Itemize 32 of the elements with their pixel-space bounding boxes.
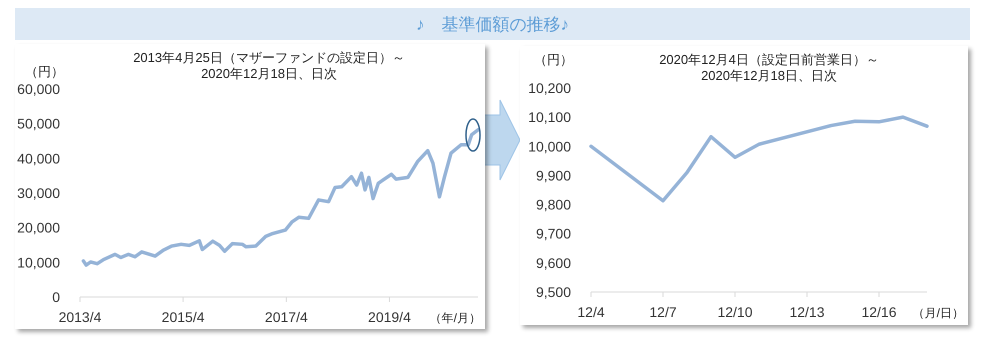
y-tick-label: 10,100 bbox=[528, 109, 572, 126]
y-tick-label: 10,200 bbox=[528, 80, 572, 96]
text: ♪ 基準価額の推移♪ bbox=[416, 15, 569, 34]
y-tick-label: 10,000 bbox=[528, 138, 572, 154]
x-tick-label: 2013/4 bbox=[58, 309, 102, 325]
y-tick-label: 30,000 bbox=[17, 185, 60, 201]
line-series bbox=[589, 115, 929, 203]
y-tick-label: 10,000 bbox=[17, 254, 60, 270]
y-tick-label: 9,500 bbox=[536, 284, 572, 300]
chart-title: 2013年4月25日（マザーファンドの設定日）～ 2020年12月18日、日次 bbox=[133, 50, 405, 81]
y-tick-label: 9,700 bbox=[536, 226, 572, 242]
y-tick-label: 9,600 bbox=[536, 254, 572, 271]
y-tick-label: 20,000 bbox=[17, 220, 60, 236]
x-tick-label: 12/13 bbox=[789, 304, 825, 320]
chart-title: 2020年12月4日（設定日前営業日）～ 2020年12月18日、日次 bbox=[659, 52, 879, 83]
y-tick-label: 0 bbox=[52, 289, 60, 305]
x-tick-label: 12/4 bbox=[577, 304, 605, 320]
y-axis-title: （円） bbox=[534, 52, 573, 67]
x-tick-label: 2015/4 bbox=[162, 309, 205, 325]
x-tick-label: 12/16 bbox=[861, 304, 897, 320]
y-tick-label: 40,000 bbox=[17, 150, 60, 166]
y-tick-label: 9,900 bbox=[536, 167, 572, 184]
y-axis-title: （円） bbox=[25, 64, 64, 79]
x-tick-label: 12/7 bbox=[649, 304, 677, 320]
y-tick-label: 50,000 bbox=[17, 116, 60, 132]
y-tick-label: 9,800 bbox=[536, 196, 572, 213]
x-axis-title: （年/月） bbox=[430, 311, 481, 325]
x-tick-label: 2017/4 bbox=[264, 309, 308, 325]
y-tick-label: 60,000 bbox=[17, 81, 60, 97]
x-tick-label: 12/10 bbox=[717, 304, 753, 320]
x-axis-title: （月/日） bbox=[912, 306, 964, 320]
x-tick-label: 2019/4 bbox=[368, 309, 412, 325]
